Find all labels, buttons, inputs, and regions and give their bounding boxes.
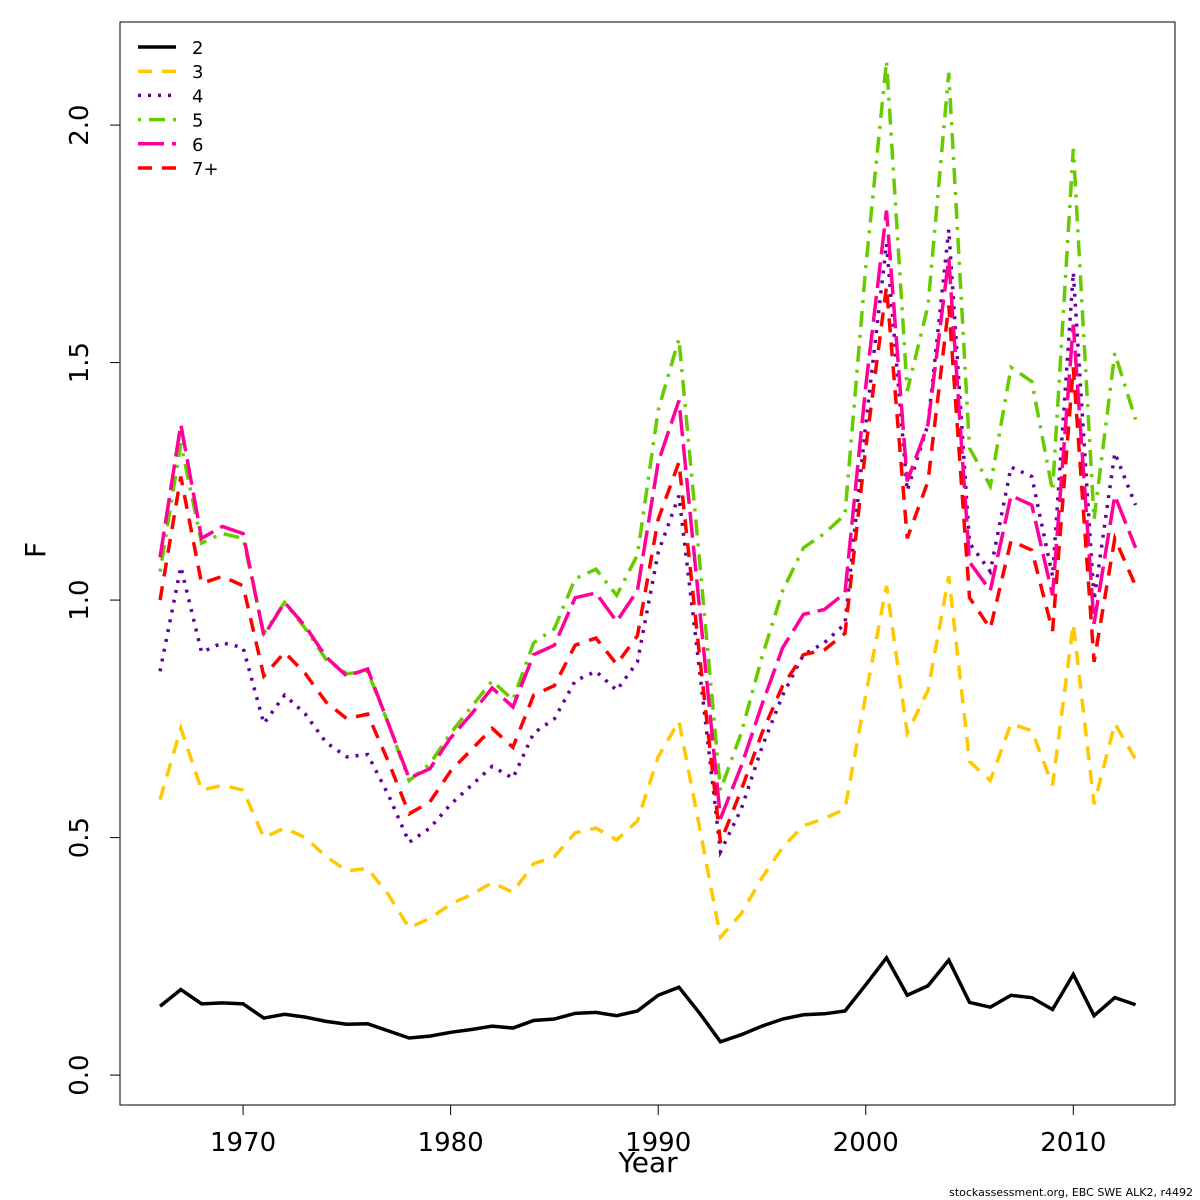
- y-tick-label: 1.5: [65, 342, 95, 383]
- x-tick-label: 2010: [1040, 1128, 1106, 1158]
- series-line: [158, 60, 1138, 791]
- legend-label: 4: [192, 86, 203, 107]
- legend-label: 7+: [192, 159, 219, 180]
- y-axis-title: F: [19, 542, 52, 558]
- series-line: [158, 576, 1138, 942]
- legend-label: 6: [192, 135, 203, 156]
- x-tick-label: 2000: [833, 1128, 899, 1158]
- series-line: [158, 954, 1137, 1044]
- legend-label: 2: [192, 38, 203, 59]
- x-tick-label: 1990: [625, 1128, 691, 1158]
- y-tick-label: 2.0: [65, 104, 95, 145]
- y-tick-label: 0.5: [65, 817, 95, 858]
- legend-label: 3: [192, 62, 203, 83]
- legend-label: 5: [192, 111, 203, 132]
- footer: stockassessment.org, EBC SWE ALK2, r4492: [949, 1186, 1193, 1199]
- y-tick-label: 0.0: [65, 1054, 95, 1095]
- y-tick-label: 1.0: [65, 579, 95, 620]
- x-tick-label: 1970: [210, 1128, 276, 1158]
- series-line: [158, 286, 1138, 843]
- x-tick-label: 1980: [418, 1128, 484, 1158]
- series-line: [158, 210, 1138, 820]
- plot-box: [119, 21, 1176, 1106]
- x-axis-title: Year: [617, 1146, 678, 1179]
- series-line: [158, 229, 1138, 858]
